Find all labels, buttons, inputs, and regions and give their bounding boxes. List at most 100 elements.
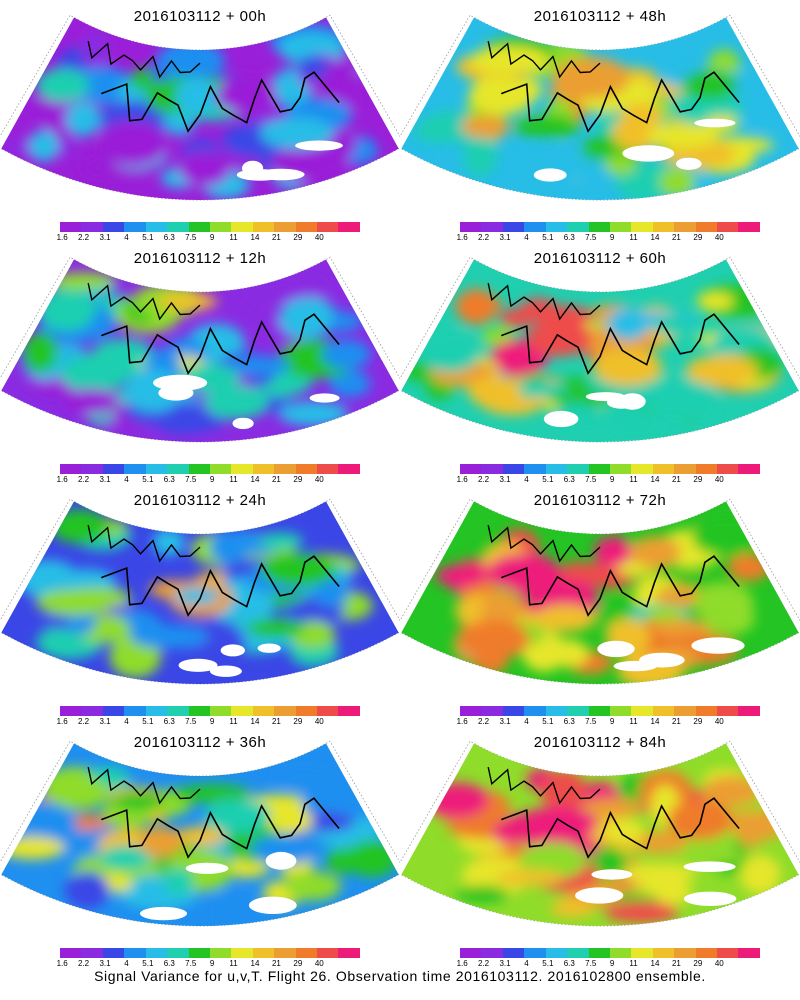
colorbar-swatch [102, 222, 125, 232]
colorbar: 1.6 2.2 3.1 4 5.1 6.3 7.5 9 11 14 21 29 40 [57, 222, 360, 246]
colorbar-swatch [524, 948, 546, 958]
map-panel: 2016103112 + 24h 1.6 2.2 3.1 4 5.1 6.3 7.5 9 11 14… [0, 484, 400, 734]
variance-map [0, 14, 400, 201]
colorbar-label: 40 [314, 717, 324, 726]
colorbar-swatch [524, 464, 546, 474]
colorbar-label: 21 [671, 233, 681, 242]
colorbar-label: 1.6 [456, 233, 468, 242]
colorbar-label: 6.3 [563, 717, 575, 726]
variance-field [401, 17, 799, 200]
colorbar-swatch [502, 948, 525, 958]
coastline [487, 40, 601, 79]
map-panel: 2016103112 + 84h 1.6 2.2 3.1 4 5.1 6.3 7.5 9 11 14… [400, 726, 800, 976]
panel-title: 2016103112 + 48h [533, 8, 667, 25]
variance-field [401, 501, 799, 684]
colorbar-swatch [167, 706, 189, 716]
colorbar-swatch [674, 222, 696, 232]
colorbar-swatch [338, 948, 360, 958]
colorbar: 1.6 2.2 3.1 4 5.1 6.3 7.5 9 11 14 21 29 40 [56, 706, 360, 730]
colorbar-label: 3.1 [99, 233, 111, 242]
panel-title: 2016103112 + 36h [133, 734, 267, 751]
colorbar-swatch [60, 948, 82, 958]
colorbar-swatch [338, 464, 360, 474]
colorbar-label: 21 [271, 959, 281, 968]
colorbar: 1.6 2.2 3.1 4 5.1 6.3 7.5 9 11 14 21 29 40 [457, 706, 760, 730]
variance-map [0, 256, 400, 443]
colorbar-label: 14 [250, 475, 260, 484]
colorbar-swatch [631, 464, 653, 474]
colorbar-swatch [252, 706, 275, 716]
colorbar-swatch [717, 222, 739, 232]
colorbar-swatch [460, 464, 482, 474]
colorbar-label: 7.5 [185, 475, 197, 484]
gap-region [257, 643, 281, 653]
colorbar-label: 5.1 [542, 233, 554, 242]
variance-field [401, 743, 799, 926]
colorbar-label: 40 [314, 959, 324, 968]
coastline [87, 766, 201, 805]
colorbar-label: 1.6 [56, 717, 68, 726]
colorbar-label: 6.3 [563, 475, 575, 484]
colorbar-swatch [652, 222, 675, 232]
variance-field [401, 259, 799, 442]
map-panel: 2016103112 + 72h 1.6 2.2 3.1 4 5.1 6.3 7.5 9 11 14… [400, 484, 800, 734]
variance-map [400, 498, 800, 685]
colorbar-label: 6.3 [163, 475, 175, 484]
colorbar-label: 14 [650, 475, 660, 484]
gap-region [543, 410, 579, 428]
colorbar-swatch [460, 222, 482, 232]
map-panel: 2016103112 + 00h 1.6 2.2 3.1 4 5.1 6.3 7.5 9 11 14… [0, 0, 400, 250]
colorbar-swatch [674, 948, 696, 958]
colorbar-swatch [60, 706, 82, 716]
gap-region [140, 906, 187, 921]
colorbar-label: 9 [209, 475, 215, 484]
colorbar-swatch [567, 948, 589, 958]
colorbar-label: 4 [524, 717, 529, 726]
colorbar-label: 21 [271, 475, 281, 484]
colorbar-label: 4 [524, 959, 529, 968]
colorbar-label: 7.5 [585, 233, 597, 242]
gap-region [533, 168, 567, 182]
colorbar-swatch [274, 706, 296, 716]
colorbar-swatch [481, 706, 503, 716]
colorbar-swatch [738, 706, 760, 716]
colorbar-swatch [188, 464, 210, 474]
colorbar-label: 4 [524, 475, 529, 484]
colorbar-swatch [588, 222, 610, 232]
colorbar-swatch [145, 464, 168, 474]
colorbar-swatch [295, 948, 318, 958]
colorbar-swatch [338, 222, 360, 232]
variance-field [1, 743, 399, 926]
colorbar-label: 9 [609, 475, 615, 484]
colorbar-swatch [674, 706, 696, 716]
colorbar-swatch [631, 706, 653, 716]
colorbar-label: 11 [629, 233, 638, 242]
colorbar-swatch [738, 948, 760, 958]
panel-title: 2016103112 + 72h [533, 492, 667, 509]
colorbar-label: 11 [229, 717, 238, 726]
colorbar-swatch [295, 706, 318, 716]
colorbar-label: 5.1 [542, 717, 554, 726]
colorbar-label: 3.1 [499, 475, 511, 484]
coastline [487, 524, 601, 563]
colorbar-swatch [738, 222, 760, 232]
colorbar-swatch [209, 222, 232, 232]
colorbar-label: 40 [714, 717, 724, 726]
gap-region [597, 640, 635, 658]
colorbar-label: 29 [293, 959, 303, 968]
gap-region [691, 637, 745, 654]
colorbar-label: 3.1 [99, 959, 111, 968]
colorbar-label: 11 [629, 717, 638, 726]
colorbar-swatch [652, 464, 675, 474]
colorbar-label: 2.2 [478, 717, 490, 726]
colorbar: 1.6 2.2 3.1 4 5.1 6.3 7.5 9 11 14 21 29 40 [457, 948, 760, 972]
coastline [101, 71, 340, 133]
colorbar-label: 29 [693, 233, 703, 242]
colorbar-swatch [102, 464, 125, 474]
colorbar-swatch [295, 464, 318, 474]
colorbar-label: 5.1 [542, 959, 554, 968]
colorbar-swatch [167, 222, 189, 232]
variance-map [0, 498, 400, 685]
colorbar-swatch [738, 464, 760, 474]
variance-map [0, 740, 400, 927]
